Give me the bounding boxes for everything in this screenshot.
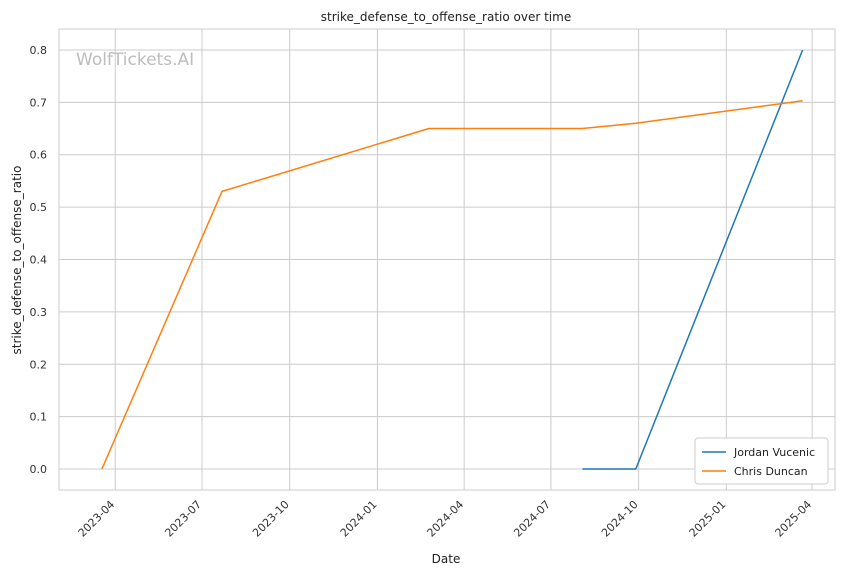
legend-label-jordan-vucenic: Jordan Vucenic — [733, 446, 815, 459]
chart-title: strike_defense_to_offense_ratio over tim… — [321, 10, 571, 24]
x-tick-label: 2023-07 — [162, 498, 204, 540]
x-tick-label: 2023-04 — [76, 498, 118, 540]
y-tick-label: 0.6 — [30, 149, 48, 162]
y-tick-label: 0.8 — [30, 44, 48, 57]
y-tick-label: 0.3 — [30, 306, 48, 319]
x-tick-label: 2024-07 — [511, 498, 553, 540]
series-lines — [101, 49, 804, 470]
legend: Jordan Vucenic Chris Duncan — [694, 437, 829, 485]
series-line-jordan-vucenic — [582, 49, 804, 470]
x-tick-label: 2024-04 — [425, 498, 467, 540]
x-axis-title: Date — [432, 552, 461, 566]
plot-area: WolfTickets.AI — [58, 28, 836, 491]
y-tick-label: 0.1 — [30, 411, 48, 424]
y-tick-label: 0.4 — [30, 254, 48, 267]
legend-box — [694, 437, 829, 485]
y-tick-label: 0.2 — [30, 358, 48, 371]
y-axis: 0.0 0.1 0.2 0.3 0.4 0.5 0.6 0.7 0.8 — [30, 44, 48, 476]
series-line-chris-duncan — [101, 100, 803, 470]
grid-lines — [59, 29, 835, 490]
y-tick-label: 0.5 — [30, 201, 48, 214]
y-tick-label: 0.7 — [30, 96, 48, 109]
watermark-text: WolfTickets.AI — [76, 50, 194, 70]
x-tick-label: 2023-10 — [250, 498, 292, 540]
y-tick-label: 0.0 — [30, 463, 48, 476]
x-tick-label: 2025-01 — [687, 498, 729, 540]
x-tick-label: 2024-10 — [599, 498, 641, 540]
legend-label-chris-duncan: Chris Duncan — [734, 465, 808, 478]
x-axis: 2023-04 2023-07 2023-10 2024-01 2024-04 2024-… — [76, 498, 815, 540]
x-tick-label: 2025-04 — [773, 498, 815, 540]
x-tick-label: 2024-01 — [338, 498, 380, 540]
y-axis-title: strike_defense_to_offense_ratio — [10, 166, 24, 355]
